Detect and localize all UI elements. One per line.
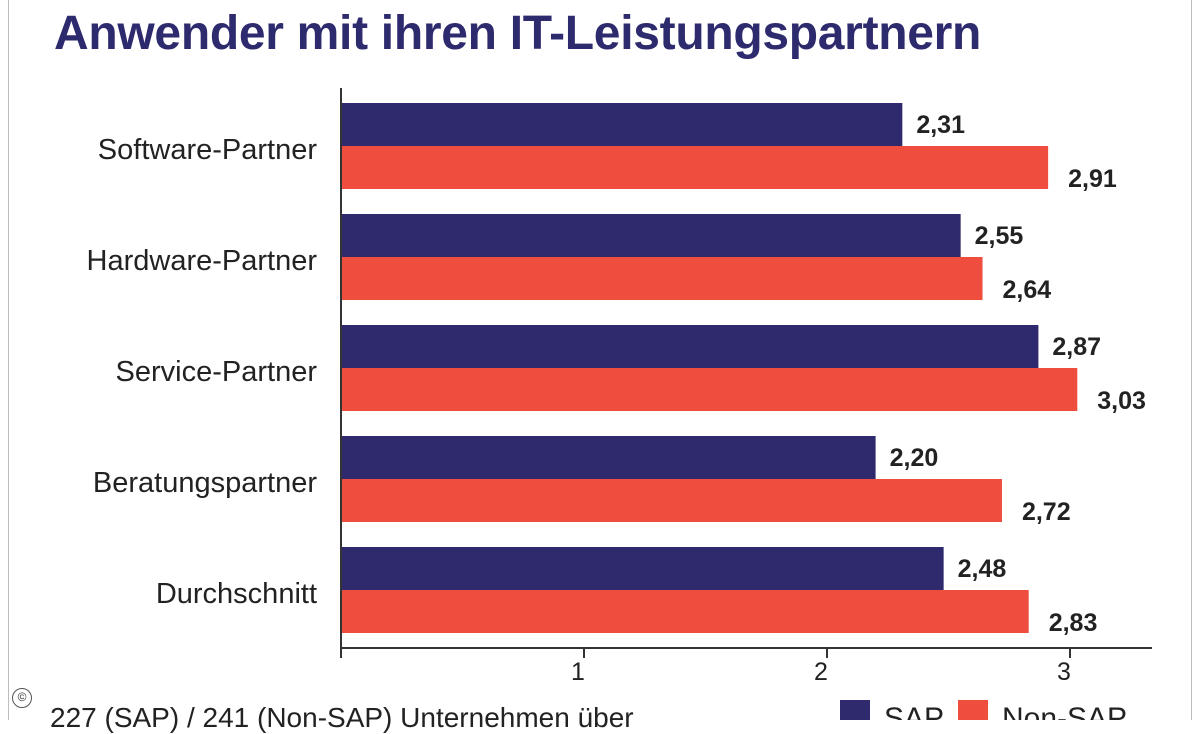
bar-non-sap-3 (341, 368, 1078, 411)
value-label-sap-2: 2,55 (975, 222, 1024, 250)
value-label-non-sap-2: 2,64 (1003, 276, 1052, 304)
chart-title: Anwender mit ihren IT-Leistungspartnern (54, 7, 982, 60)
legend-swatch-non-sap (958, 700, 988, 720)
bar-non-sap-2 (341, 257, 983, 300)
bar-sap-3 (341, 325, 1039, 368)
legend-label-sap: SAP (884, 702, 944, 720)
bar-non-sap-4 (341, 479, 1002, 522)
value-label-sap-4: 2,20 (890, 444, 939, 472)
category-label-3: Service-Partner (116, 356, 318, 388)
category-label-5: Durchschnitt (156, 578, 317, 610)
x-tick-label-1: 1 (571, 658, 585, 686)
copyright-icon: © (12, 688, 32, 708)
value-label-sap-3: 2,87 (1052, 333, 1101, 361)
value-label-non-sap-4: 2,72 (1022, 498, 1071, 526)
bar-sap-2 (341, 214, 961, 257)
category-label-4: Beratungspartner (93, 467, 317, 499)
value-label-non-sap-1: 2,91 (1068, 165, 1117, 193)
value-label-non-sap-3: 3,03 (1097, 387, 1146, 415)
category-label-1: Software-Partner (98, 134, 318, 166)
chart-frame (8, 0, 1192, 720)
bar-sap-1 (341, 103, 903, 146)
category-label-2: Hardware-Partner (87, 245, 318, 277)
footnote: 227 (SAP) / 241 (Non-SAP) Unternehmen üb… (50, 702, 634, 733)
x-tick-label-2: 2 (814, 658, 828, 686)
legend-label-non-sap: Non-SAP (1002, 702, 1127, 720)
value-label-non-sap-5: 2,83 (1049, 609, 1098, 637)
bar-non-sap-5 (341, 590, 1029, 633)
bar-sap-5 (341, 547, 944, 590)
legend-swatch-sap (840, 700, 870, 720)
bar-non-sap-1 (341, 146, 1049, 189)
value-label-sap-5: 2,48 (958, 555, 1007, 583)
bar-sap-4 (341, 436, 876, 479)
x-tick-label-3: 3 (1057, 658, 1071, 686)
value-label-sap-1: 2,31 (916, 111, 965, 139)
